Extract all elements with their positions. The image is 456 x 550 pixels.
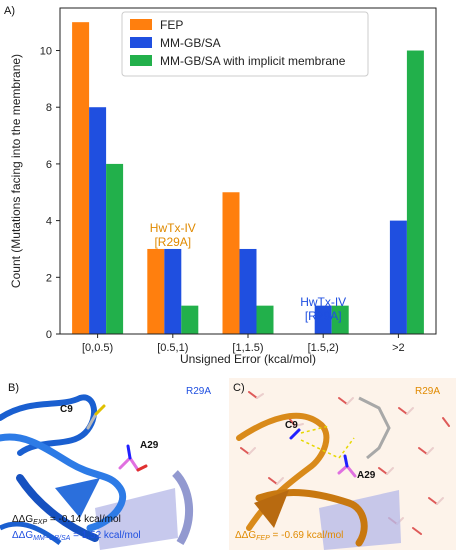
residue-label-a29-b: A29: [140, 440, 159, 451]
mutation-label-b: R29A: [186, 386, 212, 397]
bar-mm-gb-sa-with-implicit-membrane-2: [256, 305, 274, 334]
bar-mm-gb-sa-4: [389, 220, 407, 334]
legend-swatch-mm-gb-sa-with-implicit-membrane: [130, 55, 152, 66]
y-axis-label: Count (Mutations facing into the membran…: [9, 54, 23, 288]
annotation-1-line-1: [R29A]: [305, 309, 342, 323]
y-tick-label-4: 4: [46, 216, 52, 228]
ddg-fep-subscript: FEP: [256, 535, 270, 542]
annotation-0-line-1: [R29A]: [154, 235, 191, 249]
x-tick-label-4: >2: [392, 342, 405, 354]
ddg-fep-label: ΔΔGFEP = -0.69 kcal/mol: [235, 530, 343, 542]
bar-mm-gb-sa-0: [89, 107, 107, 334]
bar-mm-gb-sa-1: [164, 248, 182, 334]
legend-label-mm-gb-sa: MM-GB/SA: [160, 36, 221, 50]
legend-swatch-fep: [130, 19, 152, 30]
y-tick-label-2: 2: [46, 272, 52, 284]
y-tick-label-10: 10: [40, 46, 52, 58]
bar-fep-1: [147, 248, 165, 334]
ddg-mmgbsa-label: ΔΔGMM−GB/SA = 1.52 kcal/mol: [12, 530, 141, 542]
protein-structure-image-b: [0, 378, 225, 550]
ddg-exp-prefix: ΔΔG: [12, 514, 34, 525]
legend-swatch-mm-gb-sa: [130, 37, 152, 48]
x-tick-label-0: [0,0.5): [82, 342, 113, 354]
y-tick-label-6: 6: [46, 159, 52, 171]
bar-mm-gb-sa-with-implicit-membrane-3: [331, 305, 349, 334]
bar-fep-2: [222, 192, 240, 334]
ddg-fep-prefix: ΔΔG: [235, 530, 257, 541]
bar-mm-gb-sa-2: [239, 248, 257, 334]
y-tick-label-8: 8: [46, 102, 52, 114]
residue-label-c9-b: C9: [60, 404, 73, 415]
ddg-exp-subscript: EXP: [33, 519, 48, 526]
panel-label-b: B): [8, 382, 19, 394]
bar-mm-gb-sa-3: [314, 305, 332, 334]
x-tick-label-1: [0.5,1): [157, 342, 188, 354]
x-tick-label-3: [1.5,2): [308, 342, 339, 354]
legend-label-fep: FEP: [160, 18, 183, 32]
annotation-1-line-0: HwTx-IV: [300, 295, 346, 309]
bar-mm-gb-sa-with-implicit-membrane-0: [106, 163, 124, 334]
ddg-mmgbsa-subscript: MM−GB/SA: [33, 535, 71, 542]
x-tick-label-2: [1,1.5): [232, 342, 263, 354]
legend-label-mm-gb-sa-with-implicit-membrane: MM-GB/SA with implicit membrane: [160, 54, 346, 68]
y-tick-label-0: 0: [46, 329, 52, 341]
structure-panel-b: B) R29A C9 A29 ΔΔGEXP = -0.14 kcal/mol Δ…: [0, 378, 225, 550]
bar-mm-gb-sa-with-implicit-membrane-1: [181, 305, 199, 334]
protein-structure-image-c: [229, 378, 456, 550]
panel-label-c: C): [233, 382, 245, 394]
bar-chart: A) 0 2 4 6 8 10 [0,0.5) [0.5,1) [1,1.5) [1.5,2) >2 U…: [4, 5, 437, 366]
ddg-mmgbsa-value: = 1.52 kcal/mol: [70, 530, 141, 541]
mutation-label-c: R29A: [415, 386, 441, 397]
ddg-exp-label: ΔΔGEXP = -0.14 kcal/mol: [12, 514, 121, 526]
annotation-0-line-0: HwTx-IV: [150, 221, 196, 235]
residue-label-c9-c: C9: [285, 420, 298, 431]
structure-panel-c: C) R29A C9 A29 ΔΔGFEP = -0.69 kcal/mol: [229, 378, 456, 550]
bar-fep-0: [72, 22, 90, 334]
panel-label-a: A): [4, 5, 15, 17]
legend-box: [121, 11, 369, 77]
residue-label-a29-c: A29: [357, 470, 376, 481]
x-axis-label: Unsigned Error (kcal/mol): [180, 352, 316, 366]
ddg-mmgbsa-prefix: ΔΔG: [12, 530, 34, 541]
bar-mm-gb-sa-with-implicit-membrane-4: [406, 50, 424, 335]
ddg-exp-value: = -0.14 kcal/mol: [47, 514, 121, 525]
ddg-fep-value: = -0.69 kcal/mol: [269, 530, 344, 541]
